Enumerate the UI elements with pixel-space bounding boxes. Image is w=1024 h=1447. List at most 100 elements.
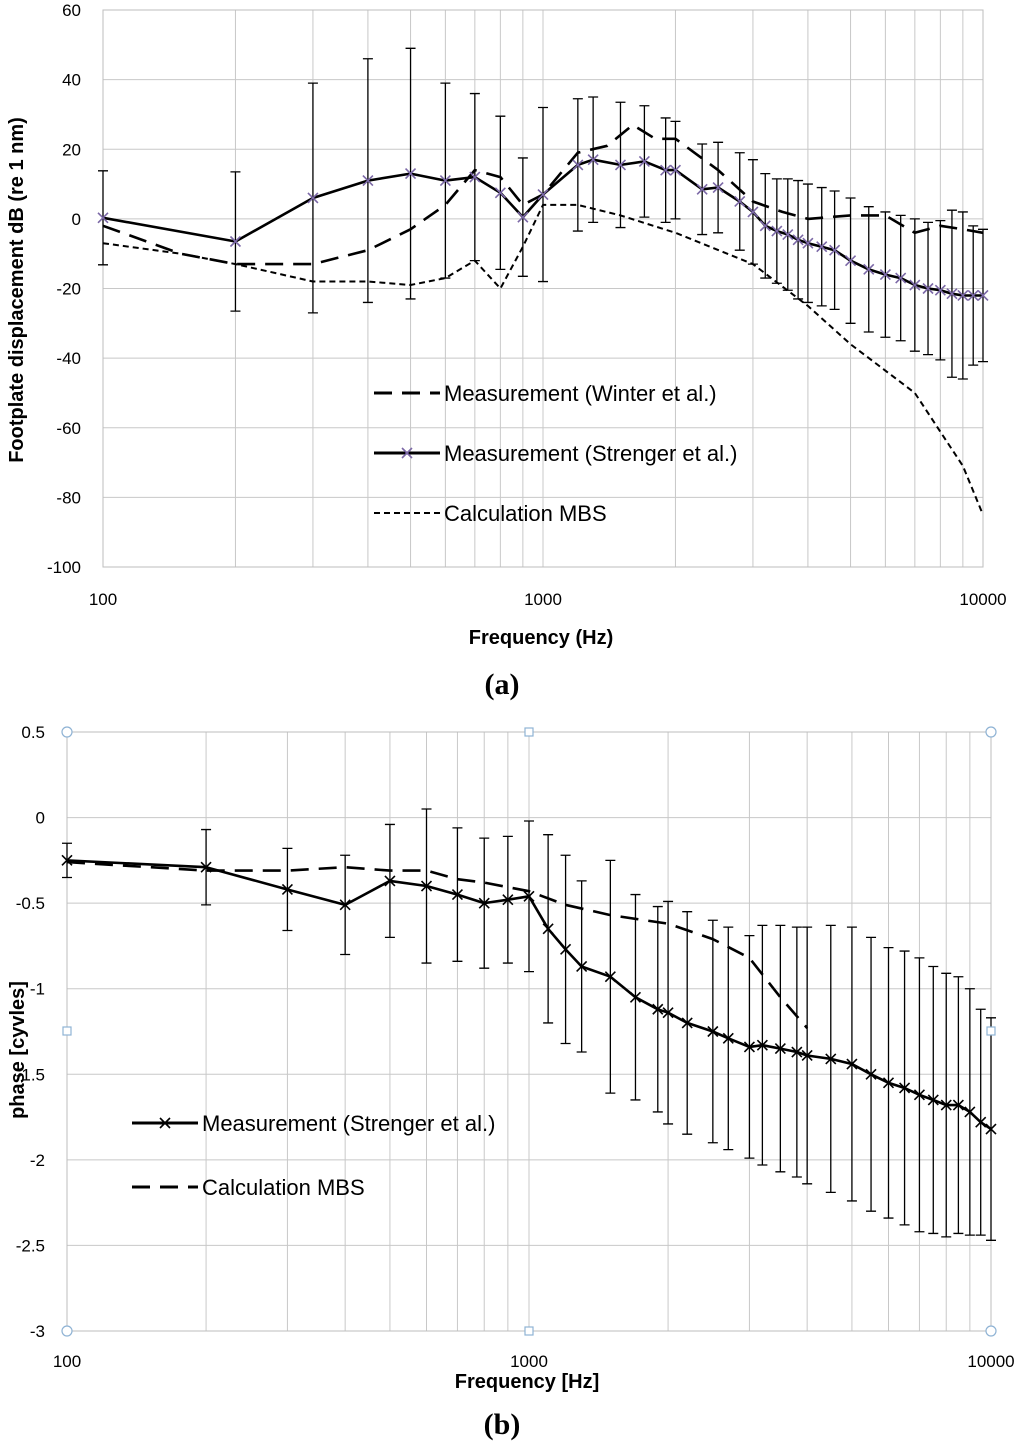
data-point-marker (696, 183, 708, 195)
legend-label: Measurement (Winter et al.) (444, 381, 717, 406)
data-point-marker (791, 1046, 803, 1058)
data-point-marker (451, 889, 464, 901)
data-point-marker (934, 284, 946, 296)
resize-handle[interactable] (61, 1325, 73, 1337)
chart-a-caption: (a) (485, 668, 520, 701)
data-point-marker (494, 187, 506, 199)
legend-label: Calculation MBS (444, 501, 607, 526)
y-tick-label: -20 (56, 280, 81, 299)
data-point-marker (560, 943, 572, 955)
x-tick-label: 1000 (510, 1352, 548, 1371)
legend-label: Measurement (Strenger et al.) (444, 441, 737, 466)
series-3 (102, 203, 984, 516)
resize-handle[interactable] (985, 726, 997, 738)
legend-item: Measurement (Winter et al.) (374, 381, 717, 406)
data-point-marker (927, 1094, 939, 1106)
resize-handle[interactable] (986, 1026, 996, 1036)
data-point-marker (669, 164, 682, 176)
chart-a-ticks: -100 -80 -60 -40 -20 0 20 40 60 100 1000 10000 (47, 1, 1007, 609)
data-point-marker (802, 237, 814, 249)
series-2 (97, 47, 989, 380)
data-point-marker (660, 164, 672, 176)
data-point-marker (681, 1017, 693, 1029)
legend-item: Calculation MBS (374, 501, 607, 526)
x-tick-label: 1000 (524, 590, 562, 609)
data-point-marker (977, 289, 989, 302)
chart-b-grid (66, 731, 992, 1332)
chart-a-x-axis-label: Frequency (Hz) (469, 627, 613, 649)
data-point-marker (816, 241, 828, 253)
data-point-marker (975, 1116, 987, 1128)
y-tick-label: -1.5 (16, 1065, 45, 1084)
x-tick-label: 100 (89, 590, 117, 609)
legend-label: Measurement (Strenger et al.) (202, 1111, 495, 1136)
data-point-marker (542, 923, 554, 935)
data-point-marker (946, 288, 958, 300)
data-point-marker (743, 1041, 755, 1053)
y-tick-label: 40 (62, 71, 81, 90)
series-line (102, 158, 983, 297)
data-point-marker (782, 228, 794, 241)
y-tick-label: -60 (56, 419, 81, 438)
chart-b-x-axis-label: Frequency [Hz] (455, 1371, 599, 1393)
resize-handle[interactable] (524, 1326, 534, 1336)
data-point-marker (759, 220, 771, 232)
y-tick-label: -2.5 (16, 1236, 45, 1255)
data-point-marker (774, 1043, 786, 1055)
chart-a-series (97, 47, 989, 516)
data-point-marker (97, 212, 109, 224)
x-tick-label: 100 (53, 1352, 81, 1371)
chart-a-y-axis-label: Footplate displacement dB (re 1 nm) (6, 117, 28, 463)
y-tick-label: -40 (56, 349, 81, 368)
resize-handle[interactable] (985, 1325, 997, 1337)
resize-handle[interactable] (61, 726, 73, 738)
data-point-marker (707, 1025, 719, 1038)
data-point-marker (587, 154, 599, 166)
data-point-marker (572, 159, 584, 171)
data-point-marker (629, 991, 642, 1003)
chart-b-caption: (b) (484, 1408, 521, 1441)
data-point-marker (478, 897, 490, 909)
data-point-marker (756, 1039, 768, 1051)
data-point-marker (469, 171, 481, 183)
chart-b-y-axis-label: phase [cyvles] (7, 981, 29, 1119)
series-line (66, 860, 809, 1029)
data-point-marker (825, 1053, 837, 1065)
y-tick-label: 0.5 (21, 723, 45, 742)
data-point-marker (846, 1058, 858, 1070)
data-point-marker (576, 960, 588, 973)
data-point-marker (281, 883, 293, 896)
data-point-marker (801, 1049, 813, 1062)
data-point-marker (712, 181, 724, 194)
y-tick-label: -80 (56, 488, 81, 507)
x-tick-label: 10000 (967, 1352, 1014, 1371)
legend-item: Measurement (Strenger et al.) (132, 1111, 495, 1136)
y-tick-label: -2 (30, 1151, 45, 1170)
legend-item: Calculation MBS (132, 1175, 365, 1200)
resize-handle[interactable] (524, 727, 534, 737)
data-point-marker (638, 155, 650, 167)
data-point-marker (502, 894, 514, 906)
data-point-marker (865, 1068, 877, 1080)
chart-b-legend: Measurement (Strenger et al.) Calculation… (132, 1111, 495, 1200)
data-point-marker (913, 1089, 926, 1101)
data-point-marker (967, 289, 979, 302)
chart-b-series (61, 808, 997, 1241)
data-point-marker (537, 188, 549, 201)
data-point-marker (863, 263, 875, 275)
data-point-marker (957, 289, 969, 302)
data-point-marker (747, 206, 759, 218)
y-tick-label: -100 (47, 558, 81, 577)
y-tick-label: -1 (30, 980, 45, 999)
data-point-marker (829, 244, 841, 256)
data-point-marker (844, 255, 857, 267)
data-point-marker (734, 195, 746, 208)
legend-item: Measurement (Strenger et al.) (374, 441, 737, 466)
y-tick-label: 0 (72, 210, 81, 229)
legend-marker (159, 1117, 171, 1129)
data-point-marker (952, 1099, 964, 1111)
series-2 (66, 860, 809, 1029)
data-point-marker (964, 1106, 976, 1118)
data-point-marker (652, 1003, 664, 1015)
resize-handle[interactable] (62, 1026, 72, 1036)
